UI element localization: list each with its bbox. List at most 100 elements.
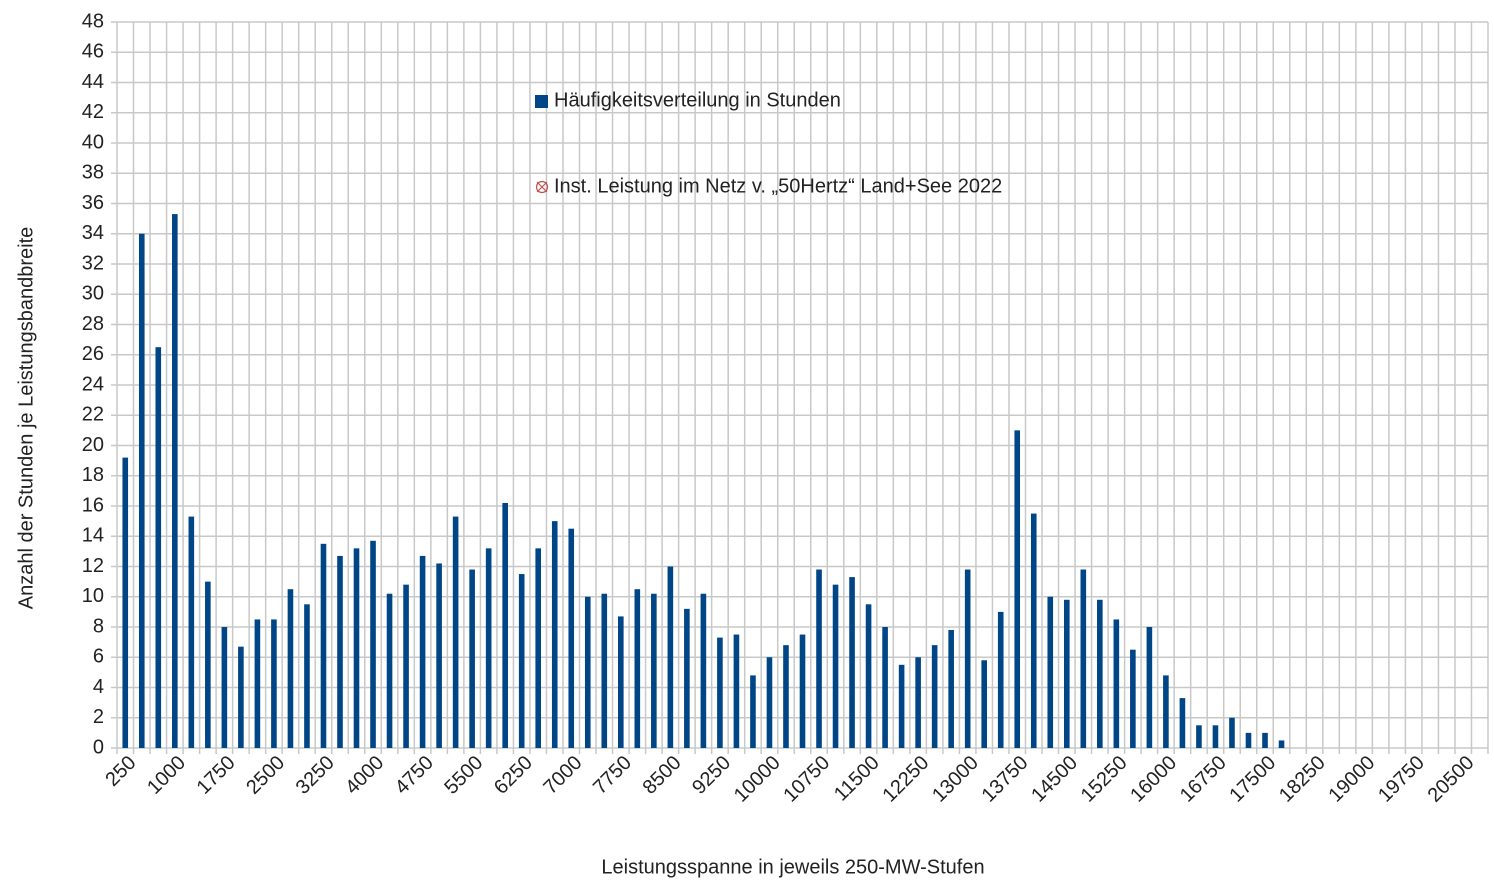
x-tick-label: 3250 — [292, 752, 339, 799]
x-tick-label: 19750 — [1374, 752, 1429, 807]
y-tick-label: 10 — [82, 585, 104, 607]
x-tick-label: 11500 — [830, 752, 884, 806]
legend-marker — [535, 180, 549, 194]
bar — [1212, 725, 1219, 748]
bar — [898, 664, 905, 748]
x-tick-label: 7750 — [589, 752, 636, 799]
x-tick-label: 6250 — [490, 752, 537, 799]
bar — [452, 516, 459, 748]
x-tick-label: 4750 — [391, 752, 438, 799]
bar — [271, 619, 277, 748]
x-tick-label: 12250 — [879, 752, 934, 807]
bar — [1262, 732, 1268, 748]
bar — [981, 660, 987, 748]
x-tick-label: 7000 — [539, 752, 586, 799]
bar — [419, 555, 426, 748]
x-tick-label: 20500 — [1424, 752, 1479, 807]
bar — [518, 574, 525, 748]
bar — [1030, 513, 1037, 748]
bar — [750, 675, 756, 748]
bar — [370, 540, 376, 748]
y-tick-label: 14 — [82, 525, 104, 547]
bar — [485, 548, 492, 748]
bar — [931, 645, 938, 748]
bar — [783, 645, 789, 748]
bar — [1278, 740, 1285, 748]
bar — [799, 634, 806, 748]
bar — [1146, 627, 1153, 748]
x-tick-label: 2500 — [242, 752, 289, 799]
bar — [997, 611, 1004, 748]
x-tick-label: 14500 — [1027, 752, 1082, 807]
bar — [1063, 599, 1070, 748]
x-tick-label: 16750 — [1176, 752, 1231, 807]
bar — [634, 589, 641, 748]
x-tick-label: 8500 — [639, 752, 686, 799]
bar — [700, 593, 707, 748]
bar — [865, 604, 872, 748]
x-tick-label: 17500 — [1225, 752, 1280, 807]
x-tick-label: 4000 — [341, 752, 388, 799]
bar — [964, 569, 971, 748]
bar — [1113, 619, 1120, 748]
bar — [551, 521, 558, 748]
x-tick-label: 13750 — [978, 752, 1033, 807]
y-tick-label: 32 — [82, 252, 104, 274]
y-tick-label: 22 — [82, 404, 104, 426]
bar — [1163, 675, 1169, 748]
y-tick-label: 24 — [82, 373, 104, 395]
bar — [915, 657, 921, 748]
bar — [337, 555, 343, 748]
y-tick-label: 18 — [82, 464, 104, 486]
y-tick-label: 40 — [82, 131, 104, 153]
bar — [1245, 732, 1252, 748]
bar — [849, 577, 855, 748]
bar — [618, 616, 624, 748]
bar — [304, 604, 310, 748]
bar — [188, 516, 195, 748]
bar — [436, 563, 442, 748]
y-tick-label: 2 — [93, 706, 104, 728]
bar — [353, 548, 360, 748]
x-axis-title: Leistungsspanne in jeweils 250-MW-Stufen — [601, 856, 984, 878]
y-tick-label: 26 — [82, 343, 104, 365]
x-tick-label: 13000 — [928, 752, 983, 807]
y-tick-label: 8 — [93, 615, 104, 637]
bar — [948, 630, 954, 748]
x-tick-label: 10000 — [730, 752, 785, 807]
bar — [601, 593, 608, 748]
y-tick-label: 6 — [93, 646, 104, 668]
y-tick-label: 42 — [82, 101, 104, 123]
bar — [254, 619, 261, 748]
bar — [1130, 649, 1136, 748]
legend-label: Inst. Leistung im Netz v. „50Hertz“ Land… — [554, 175, 1002, 197]
bar — [684, 608, 690, 748]
bar — [138, 233, 145, 748]
bar — [651, 593, 657, 748]
bar — [172, 214, 178, 748]
bar — [1196, 725, 1202, 748]
bar — [122, 457, 129, 748]
bar — [502, 502, 508, 748]
y-tick-label: 4 — [93, 676, 104, 698]
x-tick-label: 9250 — [688, 752, 735, 799]
x-tick-label: 10750 — [779, 752, 834, 807]
x-tick-label: 5500 — [440, 752, 487, 799]
bar — [1080, 569, 1087, 748]
x-tick-label: 16000 — [1126, 752, 1181, 807]
bar — [882, 627, 888, 748]
y-tick-label: 0 — [93, 736, 104, 758]
y-tick-label: 12 — [82, 555, 104, 577]
legend-label: Häufigkeitsverteilung in Stunden — [554, 89, 841, 111]
x-tick-label: 1750 — [193, 752, 240, 799]
bar — [238, 646, 244, 748]
bar — [1014, 430, 1021, 748]
bar — [1047, 596, 1054, 748]
bar — [766, 657, 773, 748]
y-tick-label: 16 — [82, 494, 104, 516]
y-axis-title: Anzahl der Stunden je Leistungsbandbreit… — [15, 227, 37, 610]
bar — [717, 637, 723, 748]
bar — [1179, 698, 1186, 748]
bar — [584, 596, 591, 748]
bar — [386, 593, 393, 748]
